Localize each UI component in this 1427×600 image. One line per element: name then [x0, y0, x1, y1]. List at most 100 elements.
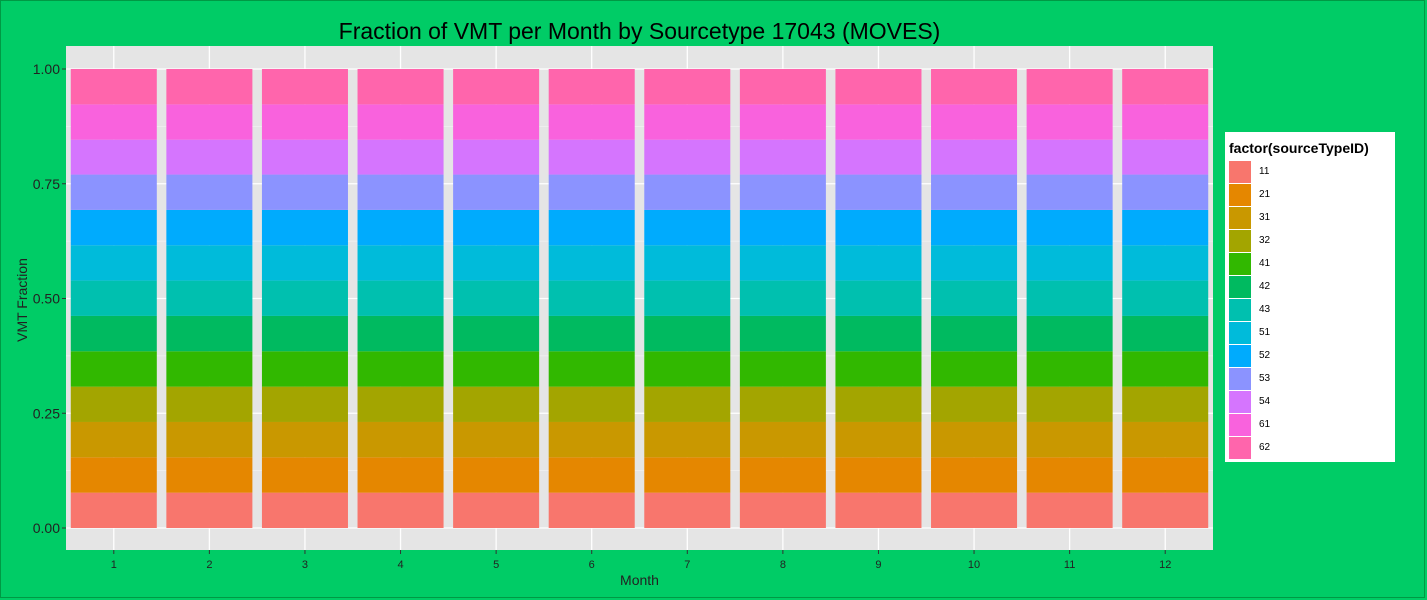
bar-segment-62 — [644, 69, 731, 105]
bar-segment-51 — [1026, 245, 1113, 281]
legend-label: 53 — [1259, 373, 1271, 384]
bar-segment-32 — [548, 386, 635, 422]
bar-segment-11 — [548, 492, 635, 528]
legend-label: 41 — [1259, 258, 1271, 269]
bar-segment-61 — [166, 104, 253, 140]
bar-segment-11 — [931, 492, 1018, 528]
bar-segment-51 — [931, 245, 1018, 281]
bar-segment-43 — [453, 280, 540, 316]
bar-segment-53 — [70, 174, 157, 210]
bar-segment-32 — [453, 386, 540, 422]
bar-segment-32 — [1122, 386, 1209, 422]
bar-segment-62 — [1122, 69, 1209, 105]
bar-segment-32 — [166, 386, 253, 422]
bar-segment-51 — [70, 245, 157, 281]
legend-item: 51 — [1229, 321, 1395, 344]
bar-segment-51 — [261, 245, 348, 281]
bar-segment-42 — [835, 315, 922, 352]
bar-segment-21 — [644, 457, 731, 493]
bar-segment-52 — [70, 209, 157, 246]
bar-segment-32 — [931, 386, 1018, 422]
bar-segment-52 — [644, 209, 731, 246]
bar-segment-41 — [1026, 351, 1113, 387]
bar-segment-62 — [548, 69, 635, 105]
bar-segment-21 — [70, 457, 157, 493]
legend-swatch — [1229, 298, 1251, 321]
bar-segment-54 — [739, 139, 826, 175]
bar-segment-54 — [644, 139, 731, 175]
bar-segment-21 — [1026, 457, 1113, 493]
bar-segment-52 — [548, 209, 635, 246]
legend-swatch — [1229, 229, 1251, 252]
bar-segment-42 — [644, 315, 731, 352]
legend-swatch — [1229, 321, 1251, 344]
bar-segment-61 — [453, 104, 540, 140]
bar-segment-52 — [931, 209, 1018, 246]
bar-segment-43 — [835, 280, 922, 316]
x-tick-label: 9 — [875, 559, 881, 571]
bar-segment-52 — [357, 209, 444, 246]
bar-segment-31 — [261, 421, 348, 458]
bar-segment-41 — [1122, 351, 1209, 387]
y-axis-label: VMT Fraction — [14, 258, 30, 342]
bar-segment-42 — [357, 315, 444, 352]
legend-item: 21 — [1229, 183, 1395, 206]
bar-segment-62 — [1026, 69, 1113, 105]
bar-segment-41 — [357, 351, 444, 387]
bar-segment-51 — [453, 245, 540, 281]
bar-segment-21 — [739, 457, 826, 493]
bar-segment-53 — [739, 174, 826, 210]
bar-segment-43 — [644, 280, 731, 316]
bar-segment-21 — [931, 457, 1018, 493]
bar-segment-51 — [1122, 245, 1209, 281]
bar-segment-53 — [644, 174, 731, 210]
bar-segment-43 — [166, 280, 253, 316]
bar-segment-41 — [644, 351, 731, 387]
bar-segment-61 — [357, 104, 444, 140]
legend-label: 43 — [1259, 304, 1271, 315]
x-tick-label: 5 — [493, 559, 499, 571]
bar-segment-32 — [644, 386, 731, 422]
bar-segment-32 — [739, 386, 826, 422]
y-tick-label: 0.50 — [33, 291, 60, 307]
bar-segment-62 — [835, 69, 922, 105]
bar-segment-21 — [166, 457, 253, 493]
bar-segment-54 — [70, 139, 157, 175]
bar-segment-61 — [1026, 104, 1113, 140]
bar-segment-54 — [453, 139, 540, 175]
bar-segment-32 — [835, 386, 922, 422]
bar-segment-54 — [548, 139, 635, 175]
bar-segment-52 — [739, 209, 826, 246]
bar-segment-31 — [357, 421, 444, 458]
x-tick-label: 2 — [206, 559, 212, 571]
bar-segment-31 — [835, 421, 922, 458]
bar-segment-31 — [931, 421, 1018, 458]
bar-segment-54 — [931, 139, 1018, 175]
bar-segment-53 — [261, 174, 348, 210]
legend-item: 54 — [1229, 390, 1395, 413]
legend-swatch — [1229, 436, 1251, 459]
bar-segment-11 — [70, 492, 157, 528]
bar-segment-31 — [1122, 421, 1209, 458]
bar-segment-54 — [357, 139, 444, 175]
bar-segment-43 — [1026, 280, 1113, 316]
legend-swatch — [1229, 252, 1251, 275]
bar-segment-31 — [739, 421, 826, 458]
bar-segment-54 — [166, 139, 253, 175]
bar-segment-61 — [70, 104, 157, 140]
bar-segment-42 — [453, 315, 540, 352]
bar-segment-62 — [70, 69, 157, 105]
legend-swatch — [1229, 275, 1251, 298]
bar-segment-41 — [261, 351, 348, 387]
bar-segment-52 — [261, 209, 348, 246]
x-tick-label: 11 — [1064, 559, 1075, 571]
bar-segment-42 — [1026, 315, 1113, 352]
bar-segment-43 — [548, 280, 635, 316]
bar-segment-21 — [261, 457, 348, 493]
legend-label: 21 — [1259, 189, 1271, 200]
bar-segment-53 — [357, 174, 444, 210]
bar-segment-21 — [453, 457, 540, 493]
legend-swatch — [1229, 390, 1251, 413]
bar-segment-11 — [1026, 492, 1113, 528]
